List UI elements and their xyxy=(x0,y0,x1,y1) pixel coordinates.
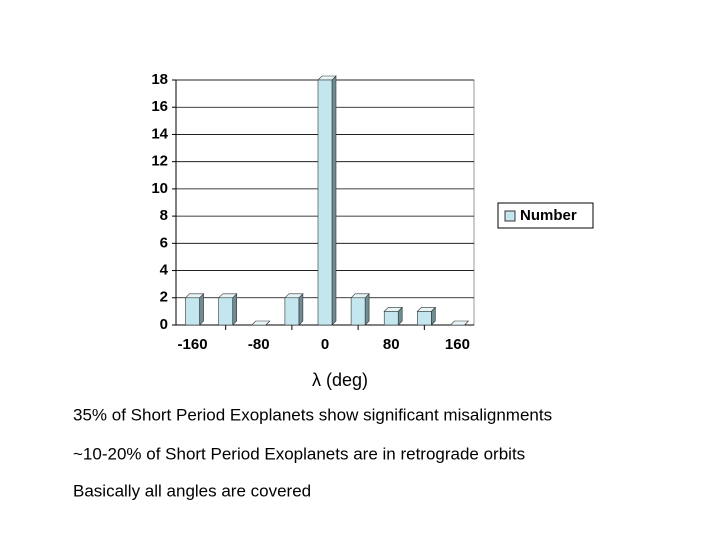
y-tick-label: 4 xyxy=(160,262,169,279)
x-tick-label: 80 xyxy=(383,336,400,353)
bar-side xyxy=(331,75,337,326)
x-axis-label: λ (deg) xyxy=(312,370,368,390)
note: ~10-20% of Short Period Exoplanets are i… xyxy=(73,444,525,463)
bar-side xyxy=(298,293,304,326)
legend-swatch xyxy=(504,210,516,222)
x-tick-label: 0 xyxy=(321,336,329,353)
bar xyxy=(185,297,200,326)
bar xyxy=(218,297,233,326)
bar-side xyxy=(364,293,370,326)
bar xyxy=(383,311,399,326)
legend-label: Number xyxy=(520,207,577,224)
y-tick-label: 18 xyxy=(151,71,168,88)
y-tick-label: 12 xyxy=(151,153,168,170)
y-tick-label: 2 xyxy=(160,289,168,306)
bar-side xyxy=(232,293,237,326)
x-tick-label: -80 xyxy=(248,336,270,353)
bar xyxy=(417,311,432,326)
y-tick-label: 0 xyxy=(160,316,168,333)
x-tick-label: 160 xyxy=(445,336,470,353)
y-tick-label: 8 xyxy=(160,207,168,224)
y-tick-label: 16 xyxy=(151,98,168,115)
x-tick-label: -160 xyxy=(178,336,208,353)
bar-top xyxy=(449,320,470,326)
bar-side xyxy=(199,293,204,326)
y-tick-label: 14 xyxy=(151,125,168,142)
bar-top xyxy=(251,320,271,326)
bar xyxy=(317,79,333,326)
note: Basically all angles are covered xyxy=(73,481,311,500)
y-tick-label: 6 xyxy=(160,234,168,251)
bar xyxy=(284,297,300,326)
note: 35% of Short Period Exoplanets show sign… xyxy=(73,405,552,424)
bar xyxy=(350,297,366,326)
y-tick-label: 10 xyxy=(151,180,168,197)
